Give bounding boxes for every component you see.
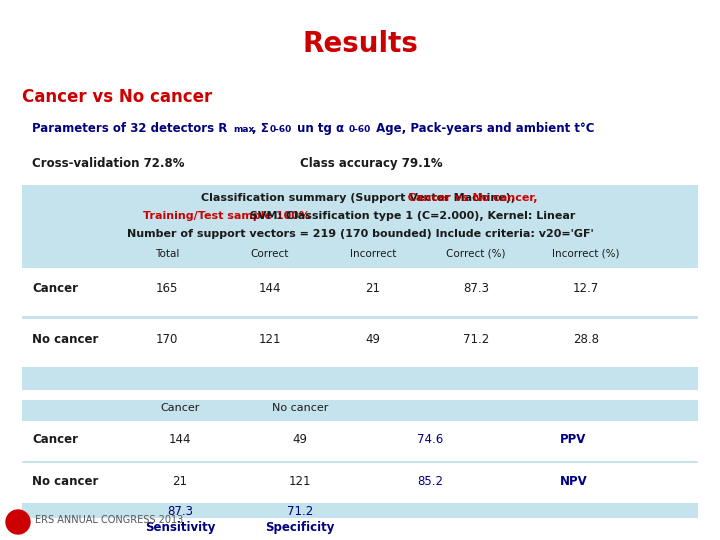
FancyBboxPatch shape (22, 463, 698, 503)
Text: Training/Test sample 100%: Training/Test sample 100% (143, 211, 310, 221)
Text: , Σ: , Σ (252, 122, 269, 135)
Text: 144: 144 (258, 282, 282, 295)
FancyBboxPatch shape (22, 185, 698, 390)
Text: Parameters of 32 detectors R: Parameters of 32 detectors R (32, 122, 228, 135)
Text: Total: Total (155, 249, 179, 259)
Text: NPV: NPV (560, 475, 588, 488)
Text: Cancer: Cancer (32, 433, 78, 446)
Text: 21: 21 (173, 475, 187, 488)
Text: 85.2: 85.2 (417, 475, 443, 488)
Text: 21: 21 (366, 282, 380, 295)
Text: Age, Pack-years and ambient t°C: Age, Pack-years and ambient t°C (372, 122, 595, 135)
Text: 0-60: 0-60 (270, 125, 292, 134)
Text: 49: 49 (366, 333, 380, 346)
Text: Classification summary (Support Vector Machine),: Classification summary (Support Vector M… (201, 193, 519, 203)
Text: Results: Results (302, 30, 418, 58)
Text: 12.7: 12.7 (573, 282, 599, 295)
Text: Correct (%): Correct (%) (446, 249, 505, 259)
Text: 0-60: 0-60 (349, 125, 372, 134)
Text: Class accuracy 79.1%: Class accuracy 79.1% (300, 157, 443, 170)
Text: ERS ANNUAL CONGRESS 2013: ERS ANNUAL CONGRESS 2013 (35, 515, 184, 525)
Text: Correct: Correct (251, 249, 289, 259)
Text: Incorrect: Incorrect (350, 249, 396, 259)
Text: 144: 144 (168, 433, 192, 446)
Text: PPV: PPV (560, 433, 586, 446)
Text: SVM: Classification type 1 (C=2.000), Kernel: Linear: SVM: Classification type 1 (C=2.000), Ke… (246, 211, 575, 221)
Text: 170: 170 (156, 333, 178, 346)
Circle shape (6, 510, 30, 534)
Text: 28.8: 28.8 (573, 333, 599, 346)
Text: Number of support vectors = 219 (170 bounded) Include criteria: v20='GF': Number of support vectors = 219 (170 bou… (127, 229, 593, 239)
Text: Cancer: Cancer (32, 282, 78, 295)
Text: Incorrect (%): Incorrect (%) (552, 249, 620, 259)
Text: Cancer vs No cancer,: Cancer vs No cancer, (183, 193, 537, 203)
Text: 71.2: 71.2 (463, 333, 489, 346)
Text: Cancer vs No cancer: Cancer vs No cancer (22, 88, 212, 106)
Text: 87.3: 87.3 (463, 282, 489, 295)
Text: Specificity: Specificity (265, 521, 335, 534)
Text: max: max (233, 125, 254, 134)
Text: 121: 121 (258, 333, 282, 346)
Text: 71.2: 71.2 (287, 505, 313, 518)
Text: 74.6: 74.6 (417, 433, 443, 446)
Text: 121: 121 (289, 475, 311, 488)
Text: 165: 165 (156, 282, 178, 295)
Text: Cancer: Cancer (161, 403, 199, 413)
Text: Sensitivity: Sensitivity (145, 521, 215, 534)
FancyBboxPatch shape (22, 268, 698, 316)
FancyBboxPatch shape (22, 400, 698, 518)
Text: No cancer: No cancer (272, 403, 328, 413)
Text: Cross-validation 72.8%: Cross-validation 72.8% (32, 157, 184, 170)
Text: No cancer: No cancer (32, 333, 99, 346)
FancyBboxPatch shape (22, 319, 698, 367)
Text: 49: 49 (292, 433, 307, 446)
Text: un tg α: un tg α (293, 122, 344, 135)
Text: 87.3: 87.3 (167, 505, 193, 518)
Text: No cancer: No cancer (32, 475, 99, 488)
FancyBboxPatch shape (22, 421, 698, 461)
